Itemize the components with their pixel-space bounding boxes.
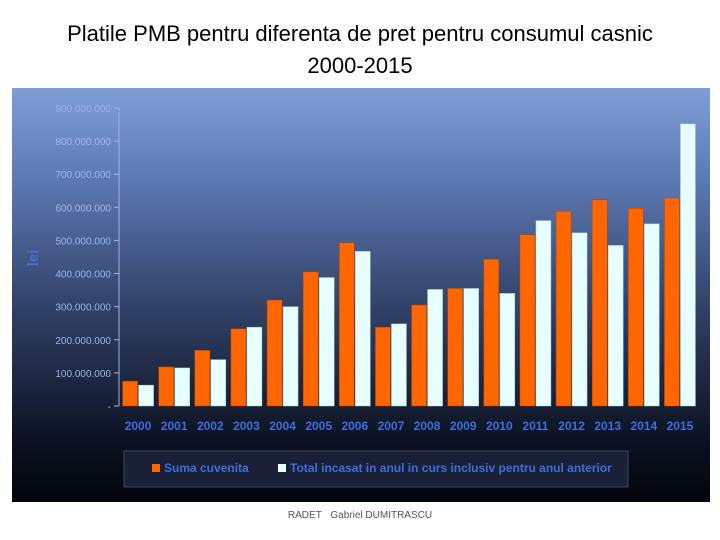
x-tick-label: 2015: [667, 419, 694, 433]
footer-author: Gabriel DUMITRASCU: [330, 510, 433, 521]
y-tick-label: 700.000.000: [55, 170, 111, 181]
legend-box: [123, 450, 629, 488]
bar-total-incasat: [174, 367, 190, 407]
x-tick-label: 2014: [630, 419, 657, 433]
bar-total-incasat: [210, 359, 227, 407]
y-tick-label: 400.000.000: [55, 270, 111, 281]
bar-suma-cuvenita: [447, 288, 463, 407]
footer-org: RADET: [287, 510, 322, 521]
bar-total-incasat: [499, 293, 516, 407]
y-tick-label: 900.000.000: [55, 104, 111, 115]
bar-total-incasat: [644, 223, 660, 407]
bar-total-incasat: [318, 277, 335, 407]
y-axis-label: lei: [25, 250, 42, 267]
bar-suma-cuvenita: [375, 326, 391, 407]
y-tick-label: 500.000.000: [55, 236, 111, 247]
x-tick-label: 2012: [558, 419, 585, 433]
x-tick-label: 2001: [161, 419, 188, 433]
y-tick-label: 800.000.000: [55, 137, 111, 148]
bar-suma-cuvenita: [122, 380, 138, 407]
legend-swatch-suma: [152, 464, 160, 472]
x-tick-label: 2003: [233, 419, 260, 433]
bar-suma-cuvenita: [591, 199, 608, 407]
bar-suma-cuvenita: [411, 304, 427, 407]
bar-total-incasat: [355, 251, 371, 407]
bar-total-incasat: [427, 289, 443, 407]
bar-suma-cuvenita: [628, 208, 644, 407]
bar-suma-cuvenita: [302, 271, 319, 407]
bar-total-incasat: [391, 323, 407, 407]
bar-total-incasat: [138, 384, 154, 407]
bar-total-incasat: [680, 123, 696, 407]
x-tick-label: 2008: [414, 419, 441, 433]
y-tick-label: 100.000.000: [55, 369, 111, 380]
legend-label-suma: Suma cuvenita: [164, 461, 249, 475]
chart-title-line1: Platile PMB pentru diferenta de pret pen…: [67, 21, 653, 46]
x-tick-label: 2002: [197, 419, 224, 433]
x-tick-label: 2007: [378, 419, 405, 433]
bar-suma-cuvenita: [194, 350, 211, 407]
y-tick-label: 300.000.000: [55, 303, 111, 314]
chart-panel: lei - 100.000.000 200.000.000 300.000.000 400…: [12, 88, 710, 502]
x-tick-label: 2000: [125, 419, 152, 433]
x-tick-label: 2013: [594, 419, 621, 433]
bar-total-incasat: [463, 288, 479, 407]
y-tick-label: 600.000.000: [55, 203, 111, 214]
bar-total-incasat: [571, 232, 588, 407]
bar-suma-cuvenita: [555, 211, 572, 407]
bar-total-incasat: [282, 306, 299, 407]
y-tick-label: 200.000.000: [55, 336, 111, 347]
x-tick-label: 2004: [269, 419, 296, 433]
bar-total-incasat: [246, 326, 263, 407]
bar-suma-cuvenita: [339, 242, 355, 407]
bar-suma-cuvenita: [519, 234, 536, 407]
bar-suma-cuvenita: [664, 197, 680, 407]
x-tick-label: 2006: [341, 419, 368, 433]
x-tick-label: 2010: [486, 419, 513, 433]
footer: RADET Gabriel DUMITRASCU: [0, 510, 720, 521]
x-tick-label: 2005: [305, 419, 332, 433]
y-tick-label: -: [108, 402, 111, 413]
chart-title-line2: 2000-2015: [307, 53, 413, 78]
legend-swatch-total: [278, 464, 286, 472]
bar-suma-cuvenita: [230, 328, 247, 407]
bar-chart: lei - 100.000.000 200.000.000 300.000.000 400…: [25, 104, 696, 488]
bar-suma-cuvenita: [266, 299, 283, 407]
legend: Suma cuvenita Total incasat in anul in cu…: [123, 450, 629, 488]
bar-total-incasat: [607, 245, 624, 407]
bar-total-incasat: [535, 220, 552, 407]
bar-suma-cuvenita: [158, 366, 174, 407]
bar-suma-cuvenita: [483, 259, 500, 407]
x-tick-label: 2011: [522, 419, 548, 433]
x-tick-label: 2009: [450, 419, 477, 433]
legend-label-total: Total incasat in anul in curs inclusiv p…: [290, 461, 612, 475]
chart-title: Platile PMB pentru diferenta de pret pen…: [0, 18, 720, 82]
